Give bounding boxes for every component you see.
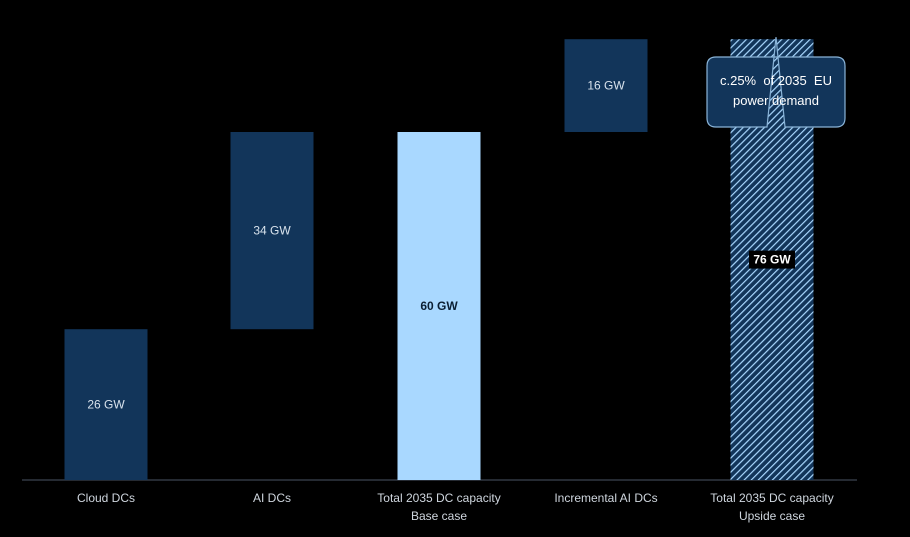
- callout-shape: [706, 37, 846, 128]
- category-labels-layer: Cloud DCs AI DCs Total 2035 DC capacity Bas…: [77, 491, 834, 523]
- value-label-0: 26 GW: [87, 398, 125, 412]
- category-label-1-0: AI DCs: [253, 491, 291, 505]
- value-labels-layer: 26 GW 34 GW 60 GW 16 GW 76 GW: [87, 79, 795, 412]
- callout-box: c.25% of 2035 EU power demand: [706, 37, 846, 128]
- bars-layer: [64, 39, 814, 480]
- category-label-0-0: Cloud DCs: [77, 491, 135, 505]
- bar-3: [564, 39, 648, 133]
- bar-0: [64, 329, 148, 480]
- callout-text-line-1: power demand: [733, 93, 819, 108]
- callout-text-line-0: c.25% of 2035 EU: [720, 73, 832, 88]
- category-label-4-1: Upside case: [739, 509, 805, 523]
- value-label-4: 76 GW: [753, 253, 791, 267]
- category-label-3-0: Incremental AI DCs: [554, 491, 657, 505]
- category-label-2-1: Base case: [411, 509, 467, 523]
- value-label-2: 60 GW: [420, 299, 458, 313]
- value-label-1: 34 GW: [253, 224, 291, 238]
- value-label-bg-4: [749, 250, 795, 269]
- category-label-2-0: Total 2035 DC capacity: [377, 491, 500, 505]
- bar-1: [230, 132, 314, 330]
- bar-2: [397, 132, 481, 480]
- category-label-4-0: Total 2035 DC capacity: [710, 491, 833, 505]
- value-label-3: 16 GW: [587, 79, 625, 93]
